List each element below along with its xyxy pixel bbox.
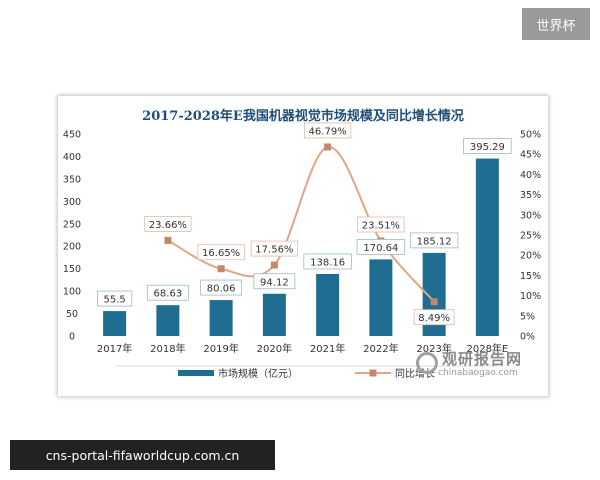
x-category-label: 2023年 [416,342,451,355]
x-category-label: 2017年 [97,342,132,355]
growth-value-label: 17.56% [255,245,293,256]
growth-marker [217,265,225,273]
growth-marker [430,298,438,306]
y-right-tick-label: 50% [520,130,541,141]
watermark-subtext: chinabaogao.com [438,368,518,378]
x-category-label: 2019年 [203,342,238,355]
growth-label-box [144,216,192,232]
watermark: 观研报告网 chinabaogao.com [408,348,546,384]
growth-value-label: 8.49% [418,313,450,324]
bar-label-box [253,273,296,290]
chart-card: 2017-2028年E我国机器视觉市场规模及同比增长情况 0 50 100 150 20… [58,96,548,396]
bar-value-label: 170.64 [363,243,398,254]
y-right-tick-label: 20% [520,251,541,262]
footer-url[interactable]: cns-portal-fifaworldcup.com.cn [10,440,275,470]
growth-value-label: 23.66% [149,220,187,231]
y-right-tick-label: 5% [520,311,535,322]
bar [103,311,127,336]
bar-label-box [356,239,406,255]
growth-label-box [250,240,298,257]
growth-value-label: 46.79% [309,126,347,137]
bar [475,158,499,336]
corner-badge: 世界杯 [522,8,590,40]
bar-value-label: 395.29 [470,142,505,153]
bar-value-label: 94.12 [260,277,289,288]
bar-value-label: 80.06 [207,284,236,295]
y-right-tick-label: 15% [520,271,541,282]
x-category-label: 2022年 [363,342,398,355]
y-left-tick-label: 50 [66,309,78,320]
bar-label-box [97,290,133,307]
growth-label-box [197,244,245,261]
y-right-tick-label: 0% [520,332,535,343]
bar [316,273,340,336]
chart: 2017-2028年E我国机器视觉市场规模及同比增长情况 0 50 100 150 20… [63,108,541,380]
chart-title: 2017-2028年E我国机器视觉市场规模及同比增长情况 [142,108,464,124]
bar-label-box [463,138,512,154]
x-category-label: 2028年E [466,342,508,355]
y-right-tick-label: 40% [520,170,541,181]
y-left-tick-label: 200 [63,242,81,253]
bar [209,300,233,336]
y-left-tick-label: 100 [63,287,81,298]
y-left-tick-label: 250 [63,219,81,230]
y-left-tick-label: 450 [63,130,81,141]
y-left-tick-label: 150 [63,264,81,275]
bar-label-box [303,253,352,270]
growth-marker [324,143,332,151]
y-left-tick-label: 0 [69,332,75,343]
bar [262,293,286,336]
bar-value-label: 185.12 [417,236,452,247]
bar [369,259,393,336]
growth-value-label: 16.65% [202,248,240,259]
bar-label-box [146,284,189,301]
x-category-label: 2020年 [257,342,292,355]
bar-label-box [409,232,459,249]
bar [156,305,180,336]
growth-marker [270,261,278,269]
legend-line-marker [369,369,377,377]
growth-marker [164,236,172,244]
watermark-text: 观研报告网 [442,350,523,368]
y-right-tick-label: 25% [520,231,541,242]
y-right-tick-label: 35% [520,190,541,201]
growth-label-box [304,122,352,139]
x-category-label: 2021年 [310,342,345,355]
legend-bar-swatch [178,370,214,376]
bar-value-label: 138.16 [310,257,345,268]
growth-value-label: 23.51% [362,221,400,232]
x-category-label: 2018年 [150,342,185,355]
bar-value-label: 55.5 [103,295,125,306]
y-right-tick-label: 10% [520,291,541,302]
y-left-tick-label: 350 [63,174,81,185]
bar-label-box [200,279,243,296]
growth-label-box [413,309,455,326]
bar-value-label: 68.63 [154,289,183,300]
watermark-logo-icon [416,352,438,374]
growth-label-box [357,216,405,233]
y-left-tick-label: 400 [63,152,81,163]
y-left-tick-label: 300 [63,197,81,208]
y-right-tick-label: 45% [520,150,541,161]
legend-bar-label: 市场规模（亿元） [218,367,298,380]
y-right-tick-label: 30% [520,210,541,221]
